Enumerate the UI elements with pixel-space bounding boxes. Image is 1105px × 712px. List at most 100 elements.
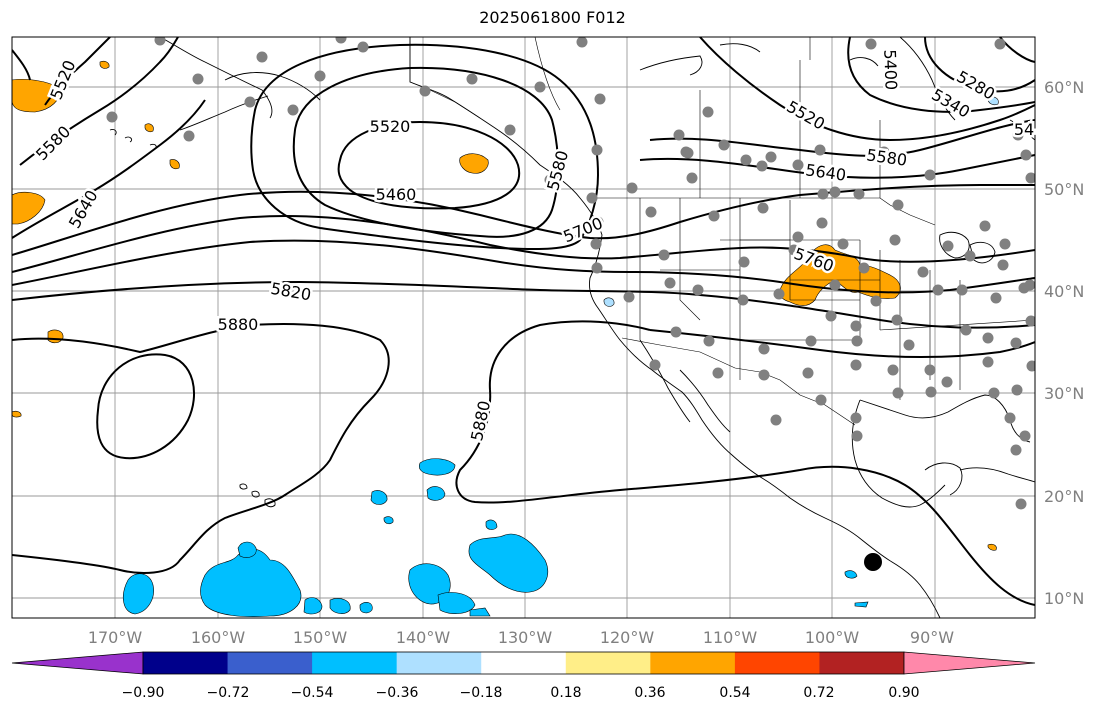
station-dot [1012,129,1024,141]
colorbar: −0.90 −0.72 −0.54 −0.36 −0.18 0.18 0.36 … [11,651,1036,701]
station-dot [988,387,1000,399]
station-dot [718,139,730,151]
station-dot [802,367,814,379]
contour-label: 5520 [370,117,411,136]
station-dot [738,256,750,268]
station-dot [815,394,827,406]
station-dot [740,154,752,166]
station-dot [756,160,768,172]
station-dot [154,37,166,46]
station-dot [1015,498,1027,510]
station-dot [903,339,915,351]
station-dot [106,111,118,123]
contour-label: 5520 [46,58,79,103]
station-dot [820,260,832,272]
station-dot [982,356,994,368]
station-dot [982,332,994,344]
negative-anomaly-shading [122,458,869,617]
colorbar-segment [227,652,313,674]
map-frame [11,36,1036,619]
station-dot [645,206,657,218]
station-dot [1026,360,1035,372]
station-dot [357,41,369,53]
station-dot [1020,149,1032,161]
station-dot [850,359,862,371]
station-dot [591,262,603,274]
lat-label: 40°N [1044,282,1084,301]
station-dot [758,369,770,381]
station-dot [994,38,1006,50]
station-dot [892,199,904,211]
station-dot [712,367,724,379]
station-dot [686,172,698,184]
station-markers [106,37,1035,510]
station-dot [737,294,749,306]
station-dot [917,266,929,278]
station-dot [773,288,785,300]
storm-center-marker [864,553,882,571]
colorbar-tick: −0.72 [207,685,250,701]
colorbar-segment [650,652,736,674]
station-dot [708,210,720,222]
station-dot [892,387,904,399]
station-dot [626,182,638,194]
lon-label: 160°W [191,628,246,647]
colorbar-tick: −0.90 [122,685,165,701]
station-dot [649,359,661,371]
station-dot [1019,430,1031,442]
colorbar-max-extension [903,651,1036,675]
contour-label: 5880 [467,399,494,443]
station-dot [1024,279,1035,291]
contour-label: 5580 [865,145,908,169]
contour-label: 54 [1014,120,1034,139]
political-borders [409,37,1035,426]
station-dot [335,37,347,44]
station-dot [658,249,670,261]
colorbar-tick: −0.18 [460,685,503,701]
lat-label: 60°N [1044,78,1084,97]
station-dot [858,262,870,274]
station-dot [702,106,714,118]
station-dot [591,144,603,156]
station-dot [870,295,882,307]
map-title: 2025061800 F012 [479,8,626,27]
station-dot [865,38,877,50]
station-dot [765,151,777,163]
station-dot [878,146,890,158]
positive-anomaly-shading [12,60,997,551]
colorbar-tick: 0.18 [550,685,581,701]
lon-label: 140°W [396,628,451,647]
station-dot [817,188,829,200]
station-dot [287,104,299,116]
contour-label: 5580 [32,122,74,164]
station-dot [1025,315,1035,327]
station-dot [941,376,953,388]
station-dot [757,202,769,214]
colorbar-tick: 0.36 [634,685,665,701]
station-dot [256,51,268,63]
lon-label: 120°W [600,628,655,647]
contour-label-layer: 5520 5580 5640 5520 5460 5580 5700 5820 … [29,47,1036,446]
station-dot [586,192,598,204]
station-dot [792,159,804,171]
station-dot [466,73,478,85]
station-dot [623,291,635,303]
station-dot [805,335,817,347]
station-dot [829,279,841,291]
station-dot [792,231,804,243]
height-contours [12,37,1035,606]
station-dot [590,238,602,250]
station-dot [887,364,899,376]
colorbar-segment [734,652,820,674]
station-dot [837,238,849,250]
station-dot [576,37,588,48]
station-dot [999,238,1011,250]
station-dot [1025,172,1035,184]
contour-label: 5880 [218,315,259,334]
station-dot [825,310,837,322]
station-dot [960,324,972,336]
colorbar-tick: −0.54 [291,685,334,701]
station-dot [1011,384,1023,396]
colorbar-segment [819,652,905,674]
lon-label: 170°W [88,628,143,647]
